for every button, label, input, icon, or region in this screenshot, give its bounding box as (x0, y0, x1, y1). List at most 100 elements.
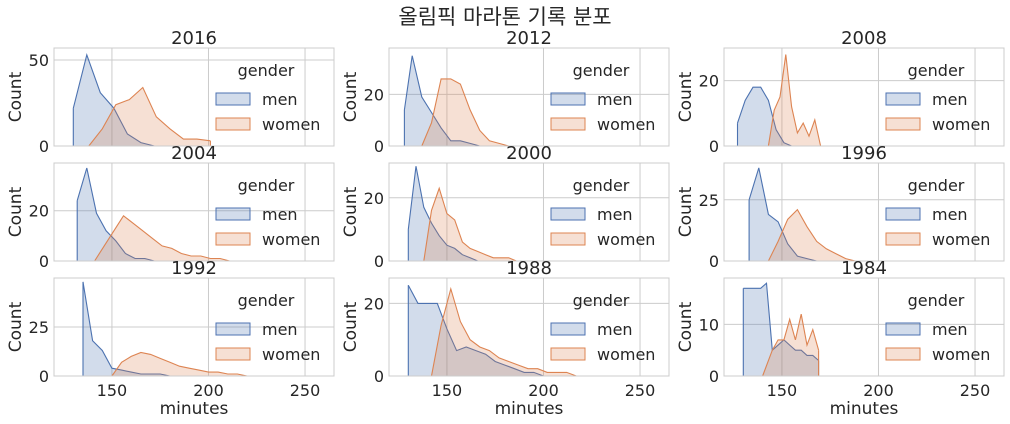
y-tick-label: 0 (709, 367, 719, 386)
panel-2000: 0 20 2000 Count gender men women (341, 143, 670, 271)
panel-2008: 0 20 2008 Count gender men women (676, 28, 1005, 156)
panel-1988: 0 20 150 200 250 1988 Count minutes gender men wom… (341, 258, 670, 419)
legend-swatch-men (550, 322, 586, 336)
legend-title: gender (573, 176, 630, 195)
y-axis-label: Count (676, 186, 696, 237)
line-men (407, 166, 486, 262)
y-axis-label: Count (6, 71, 26, 122)
area-women (423, 188, 517, 261)
axes-frame (723, 47, 1005, 147)
line-women (88, 86, 211, 147)
panel-title: 1984 (841, 258, 887, 279)
x-tick-label: 250 (290, 381, 321, 400)
panel-title: 1996 (841, 143, 887, 164)
legend-swatch-women (885, 232, 921, 246)
area-men (408, 285, 554, 376)
y-tick-label: 25 (29, 318, 49, 337)
line-women (111, 351, 248, 377)
legend-label-women: women (597, 230, 655, 249)
legend-swatch-women (215, 347, 251, 361)
area-men (73, 54, 155, 146)
y-tick-label: 20 (364, 85, 384, 104)
line-men (82, 281, 171, 377)
line-men (736, 86, 792, 147)
area-women (88, 87, 211, 146)
line-men (407, 285, 554, 377)
area-men (749, 167, 827, 261)
legend-title: gender (908, 291, 965, 310)
y-tick-label: 0 (709, 252, 719, 271)
y-tick-label: 10 (699, 315, 719, 334)
legend-swatch-women (550, 232, 586, 246)
x-tick-label: 200 (528, 381, 559, 400)
line-men (743, 282, 819, 361)
legend-label-women: women (262, 345, 320, 364)
x-tick-label: 200 (863, 381, 894, 400)
panel-title: 1992 (171, 258, 217, 279)
y-axis-label: Count (341, 301, 361, 352)
line-women (767, 208, 856, 262)
x-axis-label: minutes (830, 399, 899, 419)
legend-title: gender (238, 61, 295, 80)
area-men (743, 283, 819, 376)
legend-label-women: women (597, 345, 655, 364)
line-women (767, 54, 822, 147)
x-tick-label: 150 (767, 381, 798, 400)
legend-swatch-men (215, 207, 251, 221)
axes-frame (53, 277, 335, 377)
panel-2012: 0 20 2012 Count gender men women (341, 28, 670, 156)
legend-title: gender (573, 291, 630, 310)
legend: gender men women (215, 176, 320, 249)
legend-swatch-men (885, 207, 921, 221)
legend-swatch-men (885, 322, 921, 336)
y-axis-label: Count (676, 301, 696, 352)
axes-frame (723, 162, 1005, 262)
axes-frame (388, 162, 670, 262)
legend-swatch-women (550, 347, 586, 361)
legend-label-men: men (932, 205, 968, 224)
area-men (737, 87, 792, 146)
area-women (768, 54, 821, 146)
legend-swatch-women (215, 117, 251, 131)
legend-swatch-men (215, 92, 251, 106)
panel-1996: 0 25 1996 Count gender men women (676, 143, 1005, 271)
y-axis-label: Count (341, 186, 361, 237)
area-men (83, 281, 170, 376)
legend-swatch-men (550, 207, 586, 221)
y-axis-label: Count (676, 71, 696, 122)
legend-label-women: women (262, 115, 320, 134)
legend: gender men women (550, 176, 655, 249)
figure-title: 올림픽 마라톤 기록 분포 (398, 5, 611, 29)
y-tick-label: 25 (699, 191, 719, 210)
area-women (431, 288, 577, 376)
y-axis-label: Count (341, 71, 361, 122)
y-tick-label: 20 (364, 189, 384, 208)
panel-title: 2012 (506, 28, 552, 49)
area-men (77, 168, 165, 261)
x-axis-label: minutes (495, 399, 564, 419)
y-tick-label: 0 (39, 252, 49, 271)
area-women (768, 209, 856, 261)
line-women (762, 313, 820, 377)
legend-label-women: women (932, 345, 990, 364)
legend: gender men women (885, 291, 990, 364)
legend: gender men women (885, 61, 990, 134)
x-axis-label: minutes (160, 399, 229, 419)
axes-frame (53, 47, 335, 147)
panel-title: 1988 (506, 258, 552, 279)
legend-label-women: women (932, 230, 990, 249)
line-women (423, 186, 517, 262)
legend: gender men women (550, 291, 655, 364)
panel-2004: 0 20 2004 Count gender men women (6, 143, 335, 271)
area-women (94, 215, 230, 261)
x-tick-label: 250 (960, 381, 991, 400)
legend-title: gender (238, 176, 295, 195)
legend: gender men women (885, 176, 990, 249)
line-men (403, 55, 490, 147)
legend-label-men: men (597, 320, 633, 339)
legend-swatch-women (885, 117, 921, 131)
legend-label-men: men (262, 90, 298, 109)
legend-label-women: women (597, 115, 655, 134)
panel-title: 2004 (171, 143, 217, 164)
